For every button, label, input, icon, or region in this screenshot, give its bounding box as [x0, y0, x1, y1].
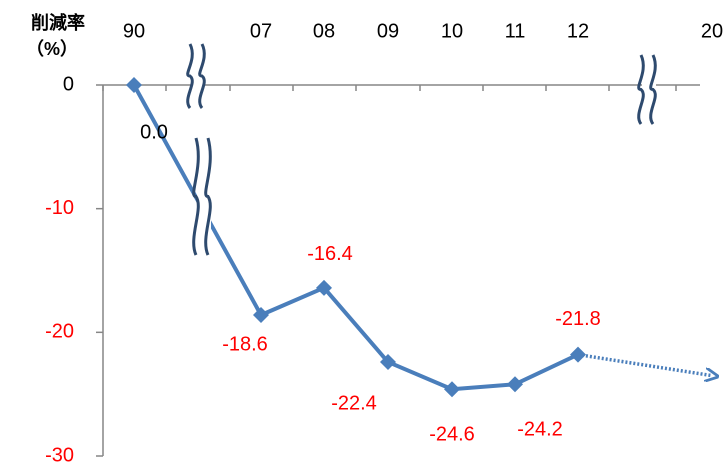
data-label: -16.4: [307, 243, 353, 265]
y-tick-label: -10: [45, 197, 74, 219]
marker: [126, 77, 142, 93]
y-axis-unit: （%）: [26, 39, 78, 59]
break-line: [198, 43, 206, 109]
break-line: [649, 54, 657, 125]
break-line: [192, 137, 200, 256]
marker: [507, 376, 523, 393]
axis-break: [192, 137, 212, 256]
data-label: -22.4: [331, 392, 377, 414]
break-line: [186, 43, 194, 109]
x-tick-label: 07: [250, 20, 272, 42]
break-line: [637, 54, 645, 125]
axis-break: [186, 43, 206, 109]
marker: [444, 381, 460, 398]
marker: [316, 279, 332, 296]
data-label: -21.8: [555, 308, 601, 330]
x-tick-label: 90: [123, 20, 145, 42]
y-tick-label: -30: [45, 444, 74, 466]
data-label: -24.2: [517, 419, 563, 441]
marker: [380, 354, 396, 371]
data-label: -24.6: [429, 424, 475, 446]
x-tick-label: 10: [441, 20, 463, 42]
y-tick-label: 0: [63, 73, 74, 95]
projection-line: [577, 352, 712, 376]
y-axis-label: 削減率: [31, 12, 85, 33]
break-line: [204, 137, 212, 256]
data-label: 0.0: [140, 121, 168, 143]
axis-break: [637, 54, 657, 125]
x-tick-label: 20: [701, 20, 723, 42]
x-tick-label: 09: [377, 20, 399, 42]
x-tick-label: 11: [505, 20, 526, 42]
data-label: -18.6: [222, 333, 268, 355]
x-tick-label: 12: [567, 20, 589, 42]
y-tick-label: -20: [45, 321, 74, 343]
marker: [253, 307, 269, 324]
x-tick-label: 08: [313, 20, 335, 42]
